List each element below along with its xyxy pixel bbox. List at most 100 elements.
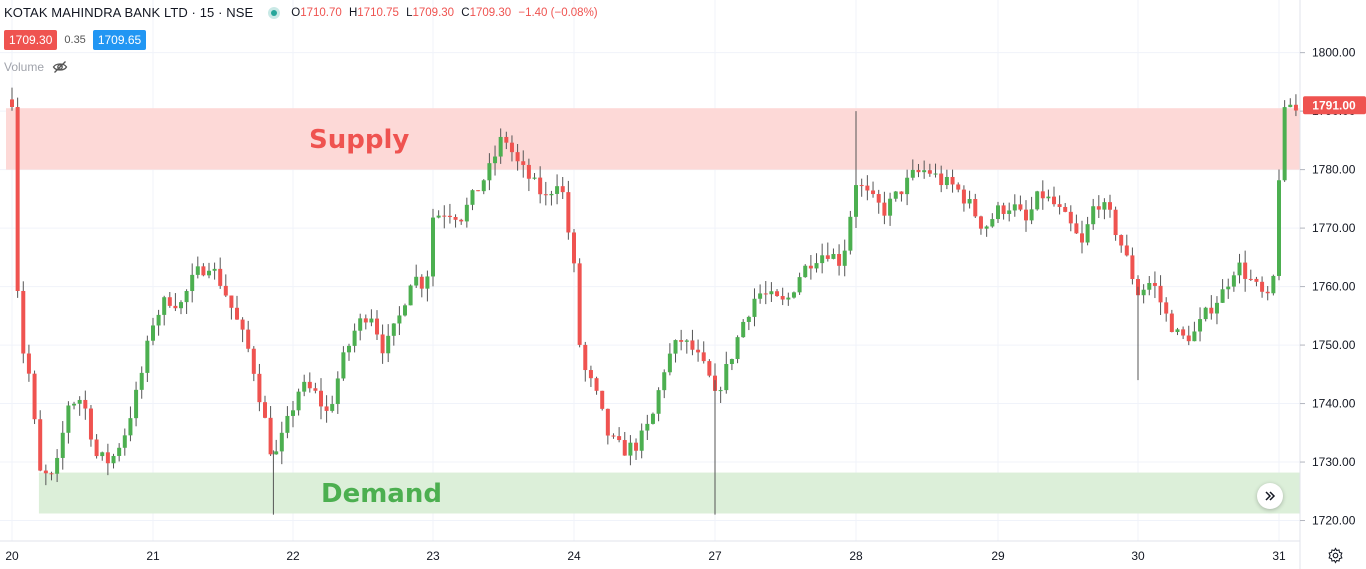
candle-body bbox=[515, 152, 520, 162]
candle-body bbox=[944, 176, 949, 186]
candle-body bbox=[375, 318, 379, 335]
candle-body bbox=[1209, 307, 1214, 314]
candle-body bbox=[291, 410, 295, 416]
candle-body bbox=[436, 215, 441, 218]
eye-hidden-icon[interactable] bbox=[52, 59, 68, 75]
candle-body bbox=[950, 176, 955, 185]
candle-body bbox=[1288, 104, 1293, 108]
candle-body bbox=[425, 276, 430, 289]
candle-body bbox=[1040, 191, 1045, 199]
candle-body bbox=[464, 204, 469, 222]
candle-body bbox=[431, 217, 435, 277]
candle-body bbox=[49, 473, 54, 475]
candle-body bbox=[594, 378, 599, 391]
time-tick-label: 30 bbox=[1131, 549, 1145, 563]
candle-body bbox=[184, 291, 189, 303]
candle-body bbox=[729, 359, 734, 365]
symbol-title[interactable]: KOTAK MAHINDRA BANK LTD · 15 · NSE bbox=[4, 5, 254, 20]
candle-body bbox=[758, 293, 763, 299]
candle-body bbox=[1231, 275, 1236, 287]
candle-body bbox=[634, 442, 639, 451]
candle-body bbox=[1124, 245, 1129, 256]
candle-body bbox=[566, 192, 571, 233]
candle-body bbox=[696, 349, 701, 353]
time-tick-label: 20 bbox=[5, 549, 19, 563]
candle-body bbox=[358, 318, 363, 331]
candle-body bbox=[718, 390, 723, 392]
candle-body bbox=[622, 440, 627, 456]
candle-body bbox=[481, 180, 486, 192]
candle-body bbox=[207, 270, 211, 276]
candle-body bbox=[319, 390, 323, 407]
candle-body bbox=[179, 302, 183, 309]
candle-body bbox=[893, 191, 898, 199]
price-tick-label: 1750.00 bbox=[1312, 338, 1356, 352]
candle-body bbox=[509, 142, 514, 153]
candle-body bbox=[526, 164, 531, 179]
candle-body bbox=[910, 169, 915, 178]
supply-zone bbox=[6, 108, 1300, 170]
symbol-header: KOTAK MAHINDRA BANK LTD · 15 · NSE O1710… bbox=[4, 5, 598, 20]
demand-zone bbox=[38, 472, 1300, 514]
candle-body bbox=[1057, 204, 1062, 207]
candle-body bbox=[1007, 210, 1012, 214]
candle-body bbox=[117, 447, 122, 456]
candle-body bbox=[933, 173, 938, 175]
candle-body bbox=[32, 373, 37, 420]
candle-body bbox=[1052, 196, 1056, 205]
candle-body bbox=[538, 177, 543, 195]
low-value: 1709.30 bbox=[412, 6, 455, 19]
candle-body bbox=[285, 415, 290, 433]
ohlc-readout: O1710.70 H1710.75 L1709.30 C1709.30 −1.4… bbox=[291, 6, 598, 19]
candle-body bbox=[10, 99, 14, 108]
candle-body bbox=[605, 408, 610, 436]
candle-body bbox=[296, 391, 301, 411]
candle-body bbox=[330, 404, 335, 411]
candle-body bbox=[408, 285, 413, 306]
candle-body bbox=[26, 353, 31, 374]
candle-body bbox=[825, 255, 830, 259]
candle-body bbox=[195, 266, 200, 275]
candle-body bbox=[899, 191, 904, 195]
candle-body bbox=[1181, 329, 1186, 336]
buy-button[interactable]: 1709.65 bbox=[92, 30, 147, 50]
candle-body bbox=[1214, 302, 1219, 314]
candle-body bbox=[684, 340, 689, 342]
sell-button[interactable]: 1709.30 bbox=[4, 30, 58, 50]
candle-body bbox=[504, 136, 509, 143]
candle-body bbox=[583, 344, 588, 371]
gear-icon[interactable] bbox=[1327, 547, 1344, 564]
double-chevron-right-icon bbox=[1265, 491, 1276, 501]
price-tick-label: 1800.00 bbox=[1312, 46, 1356, 60]
candle-body bbox=[60, 432, 65, 458]
candle-body bbox=[1203, 307, 1208, 320]
candle-body bbox=[363, 318, 368, 323]
candle-body bbox=[1141, 289, 1146, 296]
candle-body bbox=[397, 315, 402, 324]
candle-body bbox=[679, 340, 684, 342]
candle-body bbox=[1091, 206, 1096, 225]
candle-body bbox=[521, 161, 526, 165]
candle-body bbox=[791, 292, 796, 298]
candle-body bbox=[916, 169, 921, 173]
candle-body bbox=[498, 136, 503, 157]
candle-body bbox=[560, 186, 565, 193]
candle-body bbox=[996, 205, 1000, 220]
candle-body bbox=[414, 276, 419, 286]
time-tick-label: 22 bbox=[286, 549, 300, 563]
candle-body bbox=[650, 413, 655, 424]
candle-body bbox=[235, 307, 239, 320]
candle-body bbox=[973, 199, 978, 217]
candle-body bbox=[1265, 291, 1270, 294]
demand-zone-label: Demand bbox=[321, 479, 442, 509]
candle-body bbox=[459, 219, 464, 222]
candle-body bbox=[645, 423, 650, 431]
candle-body bbox=[888, 198, 893, 216]
grid-lines bbox=[0, 0, 1300, 541]
scroll-to-realtime-button[interactable] bbox=[1257, 483, 1283, 509]
candles-layer bbox=[10, 87, 1298, 515]
candle-body bbox=[1293, 104, 1298, 111]
candle-body bbox=[105, 452, 110, 464]
